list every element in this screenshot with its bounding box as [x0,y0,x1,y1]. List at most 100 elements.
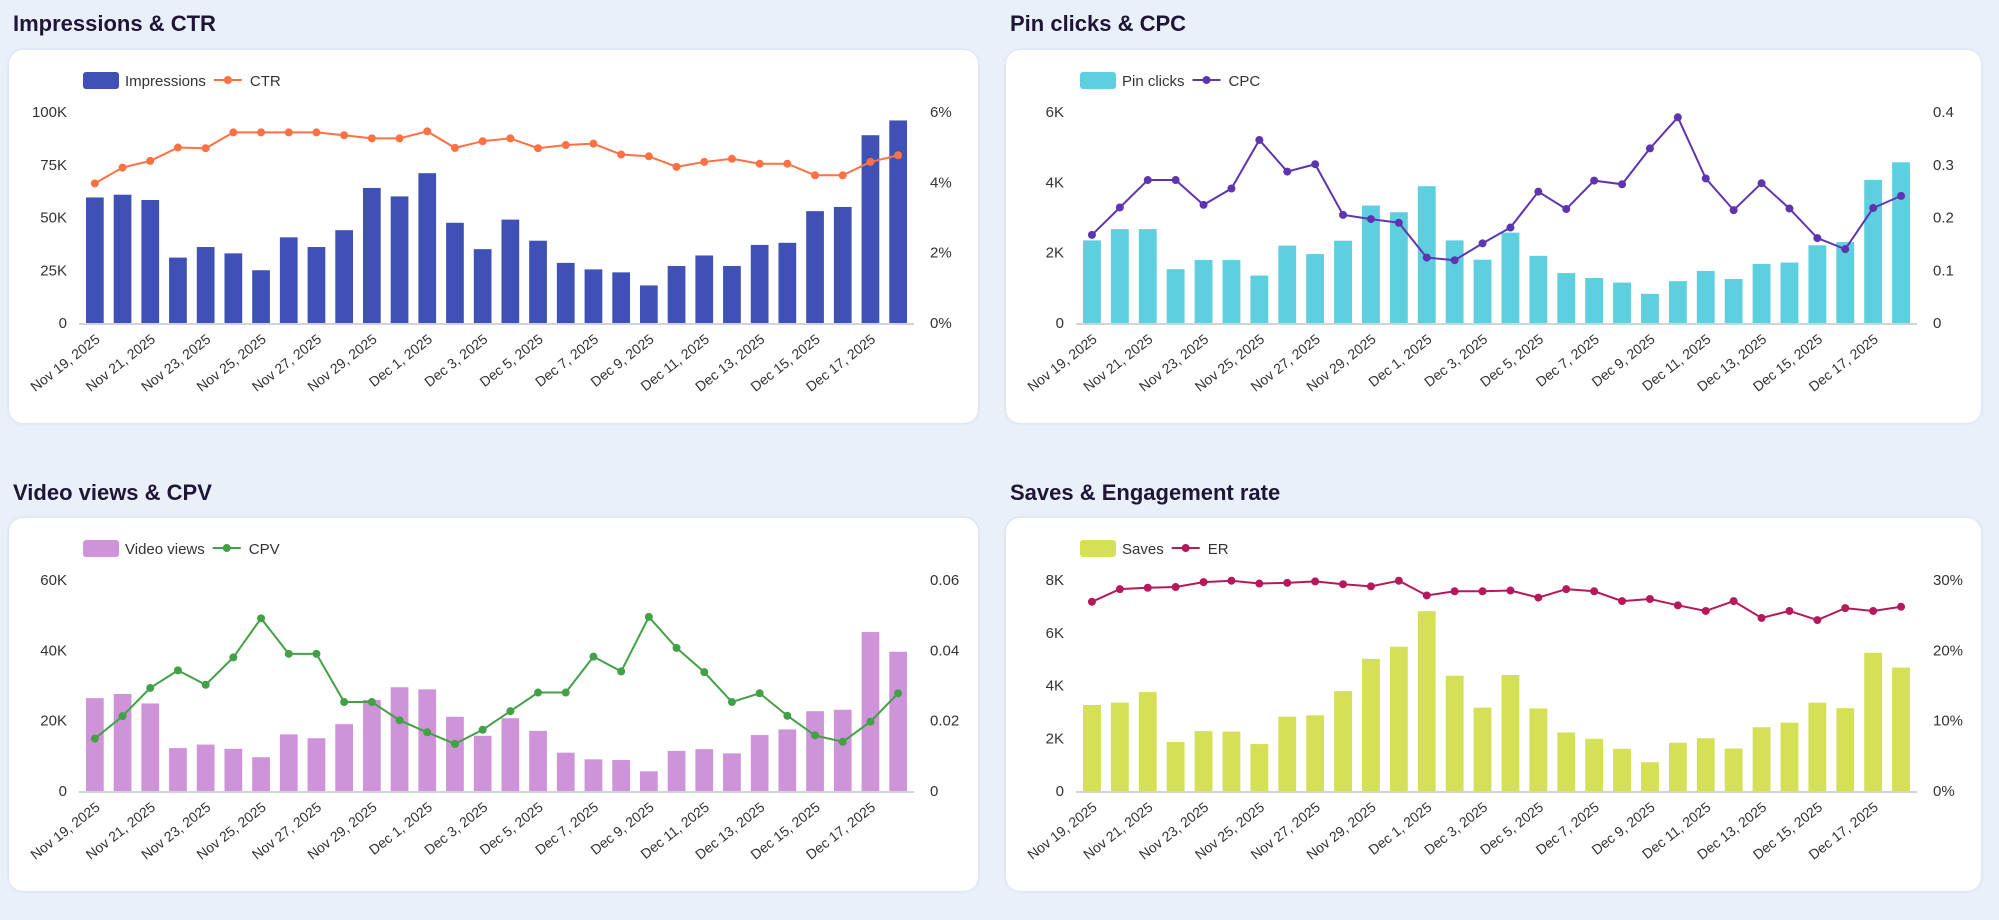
line-point [1143,583,1152,592]
bar [1696,738,1715,791]
line-point [894,689,903,698]
bar [1110,229,1129,323]
bar [529,240,547,323]
bar [501,718,520,791]
line-point [229,653,238,662]
bar [1585,738,1604,791]
bar [1752,263,1771,323]
bar [1501,232,1520,323]
line-point [257,614,266,623]
line-point [894,151,903,160]
line-point [811,731,820,740]
legend-label-line: CTR [250,73,281,90]
line-point [1562,205,1571,214]
bar [362,187,381,323]
bar [833,709,852,791]
line-point [1478,587,1487,596]
bar [1473,259,1492,323]
legend-marker [1202,76,1211,84]
bar [1529,255,1548,323]
line-point [1701,174,1710,183]
line-point [589,139,598,148]
chart-card-pin-clicks-cpc: Pin clicks CPC 0 2K 4K 6K 0 0.1 0.2 0.3 0.4 Nov 19,… [1006,50,1981,423]
legend: Video views CPV [83,540,280,558]
right-axis-tick-label: 0.04 [930,642,959,659]
bar [1417,611,1436,791]
line-point [838,171,847,180]
line-point [423,728,432,737]
line-point [1757,179,1766,188]
bar [584,759,603,791]
bar [1334,691,1352,791]
line-point [284,649,293,658]
bar [1641,762,1659,791]
bar [889,651,908,791]
bar [1668,281,1687,323]
line-point [727,698,736,707]
bar [612,760,631,791]
line-point [506,707,515,716]
bar [778,242,797,323]
bar [667,266,686,323]
left-axis-tick-label: 6K [1046,625,1064,642]
line-point [617,150,626,159]
line-point [1283,578,1292,587]
line-point [201,144,210,153]
bar [806,711,824,791]
bar [1389,646,1408,791]
line-point [1673,601,1682,610]
bar [1557,732,1576,791]
bar [252,270,270,323]
line-point [866,157,875,166]
line-point [1813,234,1822,243]
bar [1473,707,1492,791]
line-point [1645,144,1654,153]
line-point [700,668,709,677]
bar [750,735,769,791]
bar [141,199,160,323]
legend-label-line: CPC [1229,73,1261,90]
bar [1166,741,1185,791]
line-point [90,179,99,188]
bar [169,257,187,323]
bar [307,738,326,791]
line-point [1785,204,1794,213]
legend-label-line: ER [1208,541,1229,558]
line-point [1450,587,1459,596]
bar [362,699,381,791]
bar [390,687,409,791]
line-point [1311,160,1320,169]
bar [307,247,326,323]
line-point [173,143,182,152]
line-point [561,141,570,150]
bar [1585,277,1604,323]
line-point [1171,583,1180,592]
line-point [1227,576,1236,585]
bar [861,135,880,323]
bar [1166,269,1185,323]
bar [612,272,631,323]
left-axis-tick-label: 0 [1056,315,1064,332]
line-point [1143,176,1152,185]
bar [667,750,686,791]
left-axis-tick-label: 50K [40,210,67,227]
left-axis-tick-label: 0 [59,315,67,332]
line-point [1087,597,1096,606]
line-point [257,128,266,137]
bar [1668,742,1687,791]
bar [1864,179,1883,323]
legend-marker [223,76,232,84]
line-point [1785,606,1794,615]
series-line [1091,115,1902,262]
bar [1306,254,1325,323]
bar [85,698,104,791]
bar [446,716,464,791]
line-point [1339,580,1348,589]
line-point [1283,167,1292,176]
line-point [1701,606,1710,615]
line-point [1673,113,1682,122]
bar [1557,273,1576,323]
chart-svg: Impressions CTR025K50K75K100K0%2%4%6%Nov … [27,72,952,395]
line-point [1311,577,1320,586]
